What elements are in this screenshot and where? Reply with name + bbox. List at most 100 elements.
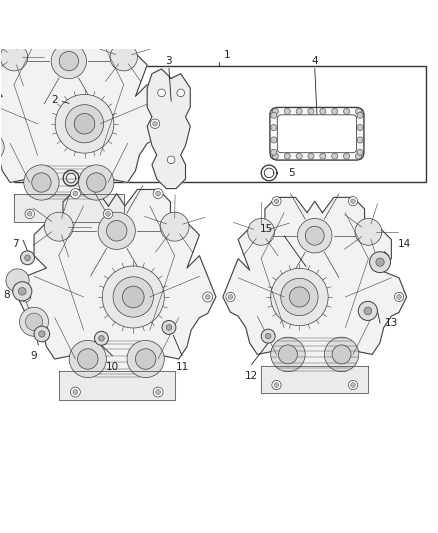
Circle shape — [324, 337, 359, 372]
Text: 7: 7 — [12, 239, 19, 249]
Circle shape — [122, 286, 144, 308]
Circle shape — [305, 226, 324, 245]
Circle shape — [162, 320, 176, 334]
Circle shape — [349, 197, 358, 206]
Circle shape — [297, 219, 332, 253]
Text: 14: 14 — [397, 239, 411, 249]
Circle shape — [308, 108, 314, 115]
Circle shape — [102, 266, 164, 328]
Circle shape — [51, 44, 86, 79]
Polygon shape — [59, 372, 175, 400]
Circle shape — [32, 173, 51, 192]
Circle shape — [69, 341, 106, 377]
Text: 3: 3 — [166, 56, 172, 66]
Circle shape — [272, 153, 279, 159]
Circle shape — [155, 390, 161, 394]
Circle shape — [155, 191, 161, 196]
Circle shape — [279, 345, 297, 364]
Circle shape — [332, 108, 338, 115]
Circle shape — [25, 21, 34, 30]
Circle shape — [394, 293, 403, 302]
Circle shape — [73, 191, 78, 196]
Text: 13: 13 — [385, 318, 398, 328]
Circle shape — [150, 119, 160, 128]
Circle shape — [332, 153, 338, 159]
Bar — [14, 66, 426, 182]
Circle shape — [160, 212, 189, 241]
Circle shape — [320, 153, 326, 159]
Circle shape — [228, 295, 233, 299]
Circle shape — [98, 212, 135, 249]
Circle shape — [271, 112, 277, 118]
Circle shape — [357, 112, 363, 118]
Circle shape — [78, 349, 98, 369]
Circle shape — [0, 134, 4, 161]
Text: 1: 1 — [223, 50, 230, 60]
Circle shape — [272, 108, 279, 115]
Circle shape — [73, 390, 78, 394]
Circle shape — [265, 333, 271, 339]
Circle shape — [153, 387, 163, 397]
Circle shape — [357, 125, 363, 131]
Circle shape — [205, 295, 210, 300]
Circle shape — [34, 326, 49, 342]
Circle shape — [320, 108, 326, 115]
Circle shape — [248, 219, 275, 245]
Text: 10: 10 — [106, 362, 119, 372]
Circle shape — [272, 381, 281, 390]
Text: 11: 11 — [175, 362, 189, 372]
Circle shape — [355, 219, 382, 245]
Circle shape — [71, 189, 80, 199]
Text: 12: 12 — [245, 371, 258, 381]
Circle shape — [59, 51, 78, 71]
Circle shape — [284, 153, 290, 159]
Circle shape — [290, 287, 310, 307]
Circle shape — [103, 209, 113, 219]
Polygon shape — [147, 69, 190, 189]
Circle shape — [44, 212, 73, 241]
Text: 8: 8 — [4, 290, 10, 300]
Circle shape — [18, 287, 26, 295]
Circle shape — [357, 149, 363, 155]
Text: 15: 15 — [260, 224, 273, 234]
FancyBboxPatch shape — [270, 108, 364, 160]
Circle shape — [284, 108, 290, 115]
Circle shape — [261, 329, 275, 343]
Circle shape — [226, 293, 235, 302]
Circle shape — [343, 108, 350, 115]
Circle shape — [343, 153, 350, 159]
Circle shape — [370, 252, 391, 272]
Circle shape — [332, 345, 351, 364]
Circle shape — [158, 89, 166, 96]
Circle shape — [25, 255, 30, 261]
Circle shape — [351, 199, 355, 204]
Circle shape — [203, 292, 212, 302]
Circle shape — [271, 337, 305, 372]
Text: 4: 4 — [311, 56, 318, 66]
Circle shape — [106, 212, 110, 216]
Polygon shape — [14, 194, 124, 222]
Circle shape — [25, 209, 34, 219]
Circle shape — [364, 307, 372, 314]
Circle shape — [21, 251, 35, 265]
Circle shape — [99, 336, 104, 341]
Circle shape — [167, 156, 175, 164]
Circle shape — [153, 189, 163, 199]
Circle shape — [274, 383, 279, 387]
FancyBboxPatch shape — [277, 115, 357, 152]
Circle shape — [65, 104, 104, 143]
Circle shape — [71, 387, 80, 397]
Circle shape — [355, 108, 361, 115]
Circle shape — [296, 108, 302, 115]
Circle shape — [13, 282, 32, 301]
Circle shape — [271, 137, 277, 143]
Text: 2: 2 — [51, 95, 58, 105]
Circle shape — [274, 199, 279, 204]
Circle shape — [87, 173, 106, 192]
Circle shape — [358, 301, 378, 320]
Circle shape — [351, 383, 355, 387]
Circle shape — [296, 153, 302, 159]
Circle shape — [272, 197, 281, 206]
Circle shape — [113, 277, 153, 317]
Circle shape — [106, 23, 110, 28]
